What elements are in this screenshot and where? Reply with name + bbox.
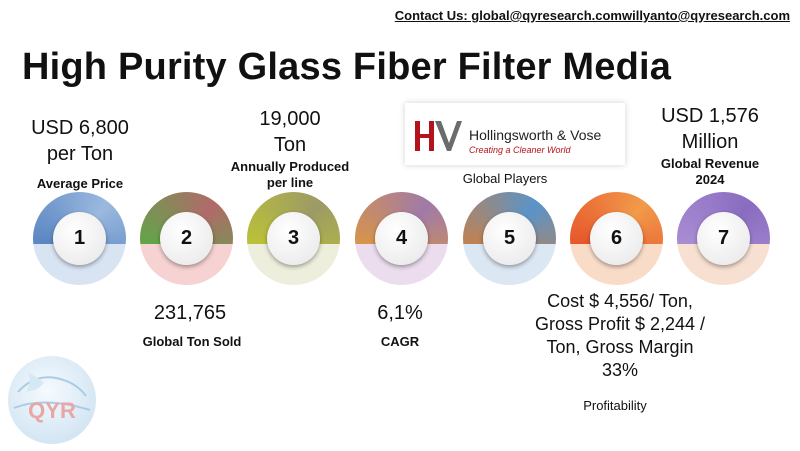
qyr-watermark-text: QYR [28, 398, 76, 423]
logo-tagline: Creating a Cleaner World [469, 145, 572, 155]
revenue-label: Global Revenue 2024 [650, 156, 770, 188]
contact-us-text[interactable]: Contact Us: global@qyresearch.comwillyan… [394, 8, 790, 23]
annual-production-value-line1: 19,000 [259, 108, 321, 130]
logo-name: Hollingsworth & Vose [469, 127, 602, 143]
dial-4: 4 [355, 192, 448, 285]
dial-2: 2 [140, 192, 233, 285]
profitability-value: Cost $ 4,556/ Ton, Gross Profit $ 2,244 … [515, 290, 725, 382]
dial-number: 7 [697, 212, 750, 265]
annual-production-value-line2: Ton [273, 134, 307, 156]
annual-production-label: Annually Produced per line [210, 159, 370, 191]
global-players-label: Global Players [462, 171, 548, 186]
tons-sold-label: Global Ton Sold [142, 334, 242, 349]
dial-number: 5 [483, 212, 536, 265]
tons-sold-value: 231,765 [153, 302, 227, 324]
profitability-line3: Ton, Gross Margin [546, 337, 694, 357]
qyr-globe-logo: QYR [4, 352, 100, 451]
revenue-label-line2: 2024 [695, 172, 725, 187]
annual-production-value: 19,000 Ton [230, 106, 350, 158]
revenue-value-line1: USD 1,576 [661, 105, 759, 127]
dial-1: 1 [33, 192, 126, 285]
avg-price-value: USD 6,800 per Ton [20, 115, 140, 167]
dial-7: 7 [677, 192, 770, 285]
profitability-line1: Cost $ 4,556/ Ton, [547, 291, 693, 311]
dial-number: 3 [267, 212, 320, 265]
avg-price-label: Average Price [36, 176, 124, 191]
profitability-line4: 33% [601, 360, 639, 380]
annual-production-label-line2: per line [266, 175, 314, 190]
revenue-value-line2: Million [681, 131, 739, 153]
profitability-label: Profitability [583, 398, 647, 413]
cagr-value: 6,1% [377, 302, 423, 324]
dial-5: 5 [463, 192, 556, 285]
avg-price-value-line2: per Ton [46, 143, 114, 165]
page-title: High Purity Glass Fiber Filter Media [22, 46, 672, 88]
hollingsworth-vose-logo: Hollingsworth & Vose Creating a Cleaner … [405, 103, 625, 165]
dial-number: 1 [53, 212, 106, 265]
cagr-label: CAGR [380, 334, 420, 349]
dial-3: 3 [247, 192, 340, 285]
dial-6: 6 [570, 192, 663, 285]
avg-price-value-line1: USD 6,800 [31, 117, 129, 139]
dial-number: 2 [160, 212, 213, 265]
revenue-label-line1: Global Revenue [660, 156, 760, 171]
dial-number: 4 [375, 212, 428, 265]
profitability-line2: Gross Profit $ 2,244 / [534, 314, 706, 334]
revenue-value: USD 1,576 Million [655, 103, 765, 155]
annual-production-label-line1: Annually Produced [230, 159, 350, 174]
dial-number: 6 [590, 212, 643, 265]
